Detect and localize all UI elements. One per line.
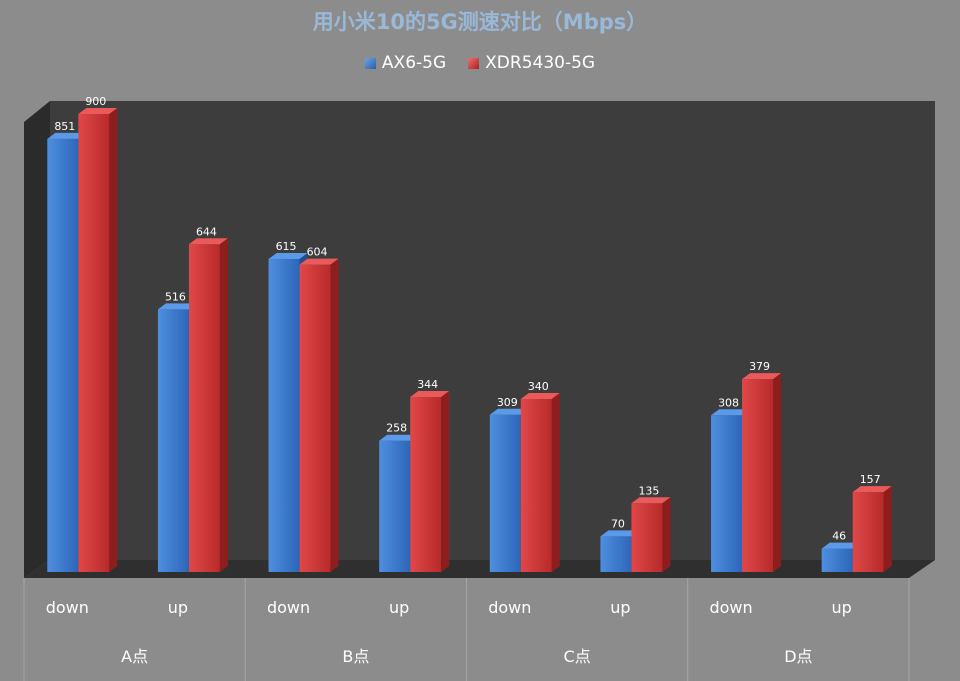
data-label-1-6: 379 [749,360,770,373]
group-label-3: D点 [784,647,812,666]
legend-label-xdr: XDR5430-5G [485,53,596,73]
data-label-1-5: 135 [638,484,659,497]
bar-top-0-1 [157,303,197,310]
data-label-1-2: 604 [307,246,328,259]
side-wall [24,101,50,578]
legend: AX6-5G XDR5430-5G [0,53,960,73]
legend-swatch-xdr [468,57,480,69]
x-tick-label-2: down [267,598,310,617]
data-label-1-7: 157 [860,473,881,486]
bar-side-1-3 [441,390,450,572]
legend-swatch-ax6 [364,57,376,69]
chart-title: 用小米10的5G测速对比（Mbps） [312,10,648,34]
bar-ax6-5 [600,536,632,572]
bar-top-1-1 [188,238,228,245]
data-label-0-1: 516 [165,290,186,303]
bar-ax6-4 [489,414,521,572]
data-label-0-7: 46 [832,530,846,543]
bar-xdr-2 [299,264,331,572]
bar-side-1-7 [883,486,892,572]
bar-ax6-0 [47,138,79,573]
bar-side-1-5 [662,497,671,572]
x-tick-label-5: up [610,598,630,617]
data-label-1-1: 644 [196,225,217,238]
bar-xdr-1 [188,244,220,572]
x-tick-label-4: down [488,598,531,617]
legend-label-ax6: AX6-5G [381,53,447,73]
data-label-0-5: 70 [611,517,625,530]
bar-xdr-6 [742,379,774,572]
bar-top-0-5 [600,530,640,537]
bar-top-1-3 [410,390,450,397]
bar-top-1-4 [520,392,560,399]
data-label-0-3: 258 [386,422,407,435]
group-label-2: C点 [564,647,591,666]
bar-top-0-7 [821,542,861,549]
bar-top-0-0 [47,132,87,139]
bar-side-1-2 [330,258,339,572]
bar-top-1-6 [742,373,782,380]
data-label-1-3: 344 [417,378,438,391]
bar-top-1-0 [78,108,118,114]
bar-ax6-2 [268,259,300,572]
x-tick-label-0: down [46,598,89,617]
floor [24,560,935,578]
legend-item-ax6: AX6-5G [364,53,447,73]
bar-top-1-2 [299,258,339,265]
bar-side-1-1 [219,238,228,572]
data-label-1-4: 340 [528,380,549,393]
bar-xdr-0 [78,114,110,572]
x-tick-label-3: up [389,598,409,617]
bar-top-0-6 [711,409,751,416]
x-tick-label-7: up [832,598,852,617]
legend-item-xdr: XDR5430-5G [468,53,595,73]
data-label-0-4: 309 [497,396,518,409]
bar-top-0-4 [489,408,529,415]
bar-ax6-7 [821,548,853,572]
bar-xdr-7 [852,492,884,572]
bar-top-1-7 [852,486,892,493]
group-label-0: A点 [121,647,148,666]
x-tick-label-1: up [168,598,188,617]
data-label-0-2: 615 [276,240,297,253]
bar-top-0-3 [379,434,419,441]
data-label-0-6: 308 [718,396,739,409]
bar-ax6-1 [157,309,189,572]
bar-xdr-5 [631,503,663,572]
bar-side-1-0 [109,108,118,572]
bar-top-1-5 [631,497,671,504]
group-label-1: B点 [342,647,369,666]
bar-xdr-3 [410,396,442,572]
bar-ax6-3 [379,440,411,572]
data-label-0-0: 851 [54,120,75,133]
bar-xdr-4 [520,398,552,572]
x-tick-label-6: down [709,598,752,617]
bar-side-1-4 [551,392,560,572]
bar-top-0-2 [268,253,308,260]
bar-ax6-6 [711,415,743,572]
bar-side-1-6 [773,373,782,572]
data-label-1-0: 900 [85,95,106,108]
